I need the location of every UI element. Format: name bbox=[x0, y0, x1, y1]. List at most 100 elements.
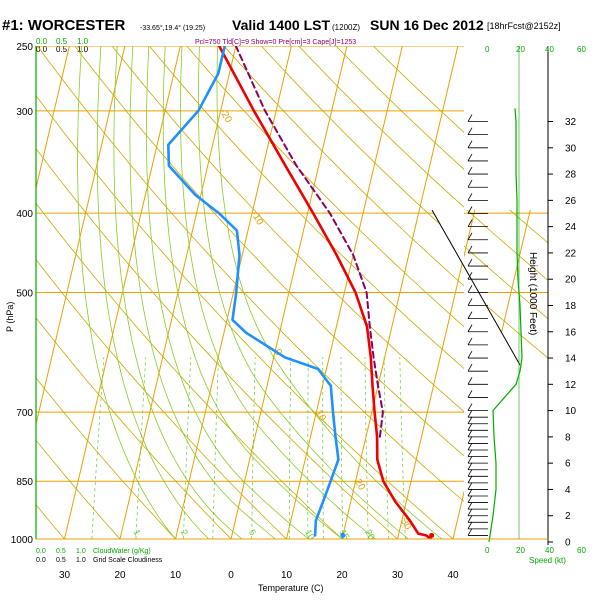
mixing-ratio-label: 10 bbox=[303, 528, 317, 542]
top-black-tick-2: 1.0 bbox=[77, 45, 89, 54]
height-tick-label: 26 bbox=[565, 196, 577, 207]
wind-barb-flag bbox=[467, 114, 473, 122]
top-black-tick-1: 0.5 bbox=[56, 45, 68, 54]
isotherm-line bbox=[36, 46, 70, 191]
profile-temperature bbox=[217, 46, 433, 539]
speed-tick-bottom: 20 bbox=[516, 546, 525, 555]
height-tick-label: 8 bbox=[565, 432, 571, 443]
moist-adiabat-line bbox=[162, 46, 343, 539]
wind-barb-flag bbox=[467, 298, 473, 306]
moist-adiabat-line bbox=[145, 46, 309, 539]
mixing-ratio-label: 2 bbox=[179, 528, 190, 537]
top-cloud-scale: 0.0 0.5 1.0 0.0 0.5 1.0 bbox=[36, 37, 89, 54]
wind-barb-flag bbox=[467, 495, 473, 503]
wind-barb-flag bbox=[467, 488, 473, 497]
bottom-green-tick-1: 0.5 bbox=[56, 548, 66, 555]
height-tick-label: 4 bbox=[565, 485, 571, 496]
isotherm-line bbox=[175, 46, 292, 539]
speed-tick-bottom: 60 bbox=[577, 546, 586, 555]
temp-tick-label: 10 bbox=[281, 570, 293, 581]
height-tick-label: 22 bbox=[565, 248, 577, 259]
mixing-ratio-line bbox=[251, 357, 256, 539]
station-coords: -33.65°,19.4° (19.25) bbox=[140, 24, 205, 32]
height-tick-label: 0 bbox=[565, 538, 571, 549]
mixing-ratio-label: 5 bbox=[247, 528, 258, 537]
dry-adiabat-line bbox=[36, 259, 287, 539]
height-tick-label: 28 bbox=[565, 170, 577, 181]
moist-adiabat-line bbox=[216, 46, 443, 539]
chart-title: #1: WORCESTER bbox=[2, 17, 126, 34]
mixing-ratio-line bbox=[135, 357, 147, 539]
axes-labels: 250 300 400 500 700 850 1000 30 20 10 0 10 20 30 40 bbox=[11, 42, 459, 581]
bottom-green-tick-2: 1.0 bbox=[76, 548, 86, 555]
y2-axis-title: Height (1000 Feet) bbox=[527, 252, 538, 335]
speed-tick-bottom: 0 bbox=[485, 546, 490, 555]
pressure-tick-label: 500 bbox=[16, 289, 33, 300]
top-green-tick-1: 0.5 bbox=[56, 37, 68, 46]
x-axis-title: Temperature (C) bbox=[258, 583, 324, 593]
dry-adiabat-line bbox=[223, 46, 548, 359]
temp-tick-label: 30 bbox=[59, 570, 71, 581]
dry-adiabat-line bbox=[36, 439, 121, 539]
chart-subtitle: Pcl=750 Tld[C]=9 Show=0 Pre[cm]=3 Cape[J… bbox=[195, 39, 356, 46]
surface-temp-dot bbox=[429, 532, 435, 538]
dry-adiabat-line bbox=[36, 377, 176, 539]
dry-adiabat-line bbox=[36, 317, 232, 539]
pressure-tick-label: 850 bbox=[16, 477, 33, 488]
wind-barb-flag bbox=[467, 403, 473, 411]
moist-adiabat-line bbox=[129, 46, 276, 539]
bottom-cloud-scale: 0.0 0.5 1.0 CloudWater (g/Kg) 0.0 0.5 1.… bbox=[36, 548, 163, 564]
pressure-tick-label: 250 bbox=[16, 42, 33, 53]
wind-barb-flag bbox=[467, 508, 473, 516]
speed-tick-top: 0 bbox=[485, 45, 490, 54]
height-tick-label: 12 bbox=[565, 380, 577, 391]
wind-speed-line bbox=[488, 108, 523, 543]
wind-barb-flag bbox=[467, 423, 473, 431]
wind-barb-flag bbox=[467, 206, 473, 214]
mixing-ratio-line bbox=[383, 357, 389, 539]
wind-barb-flag bbox=[467, 324, 473, 332]
wind-barb-flag bbox=[467, 416, 473, 424]
mixing-ratio-label: 1 bbox=[132, 528, 143, 537]
height-tick-label: 18 bbox=[565, 301, 577, 312]
dry-adiabat-line bbox=[36, 147, 398, 539]
pressure-tick-label: 1000 bbox=[11, 535, 34, 546]
moist-adiabat-line bbox=[96, 46, 210, 539]
mixing-ratio-line bbox=[288, 357, 292, 539]
height-tick-label: 24 bbox=[565, 222, 577, 233]
dry-adiabat-line bbox=[260, 46, 548, 320]
wind-barb-flag bbox=[467, 127, 473, 135]
date-text: SUN 16 Dec 2012 bbox=[370, 17, 484, 33]
cloudwater-label: CloudWater (g/Kg) bbox=[93, 548, 151, 555]
y-axis-title: P (hPa) bbox=[5, 302, 15, 332]
height-tick-label: 16 bbox=[565, 327, 577, 338]
dry-adiabat-line bbox=[298, 46, 548, 281]
forecast-text: [18hrFcst@2152z] bbox=[487, 21, 561, 31]
bottom-black-tick-1: 0.5 bbox=[56, 557, 66, 564]
height-tick-label: 30 bbox=[565, 143, 577, 154]
wind-barb-flag bbox=[467, 482, 473, 490]
mixing-ratio-line bbox=[212, 357, 219, 539]
dry-adiabat-line bbox=[36, 95, 454, 539]
wind-barb-flag bbox=[467, 436, 473, 444]
wind-barb-flag bbox=[467, 350, 473, 359]
speed-tick-top: 60 bbox=[577, 45, 586, 54]
pressure-tick-label: 300 bbox=[16, 107, 33, 118]
speed-label: Speed (kt) bbox=[529, 556, 566, 565]
wind-barb-flag bbox=[467, 272, 473, 280]
profile-parcel bbox=[234, 46, 384, 438]
moist-adiabat-line bbox=[180, 46, 376, 539]
wind-barb-flag bbox=[467, 449, 473, 457]
wind-barb-flag bbox=[467, 390, 473, 398]
isotherm-label: 10 bbox=[313, 408, 328, 424]
wind-barb-flag bbox=[467, 521, 473, 530]
wind-barb-flag bbox=[467, 285, 473, 293]
temp-tick-label: 20 bbox=[114, 570, 126, 581]
utc-text: (1200Z) bbox=[332, 23, 360, 32]
isotherm-line bbox=[36, 46, 126, 427]
wind-barb-flag bbox=[467, 258, 473, 267]
height-tick-label: 10 bbox=[565, 406, 577, 417]
bottom-black-tick-0: 0.0 bbox=[36, 557, 46, 564]
wind-barb-flag bbox=[467, 245, 473, 254]
temp-tick-label: 30 bbox=[392, 570, 404, 581]
